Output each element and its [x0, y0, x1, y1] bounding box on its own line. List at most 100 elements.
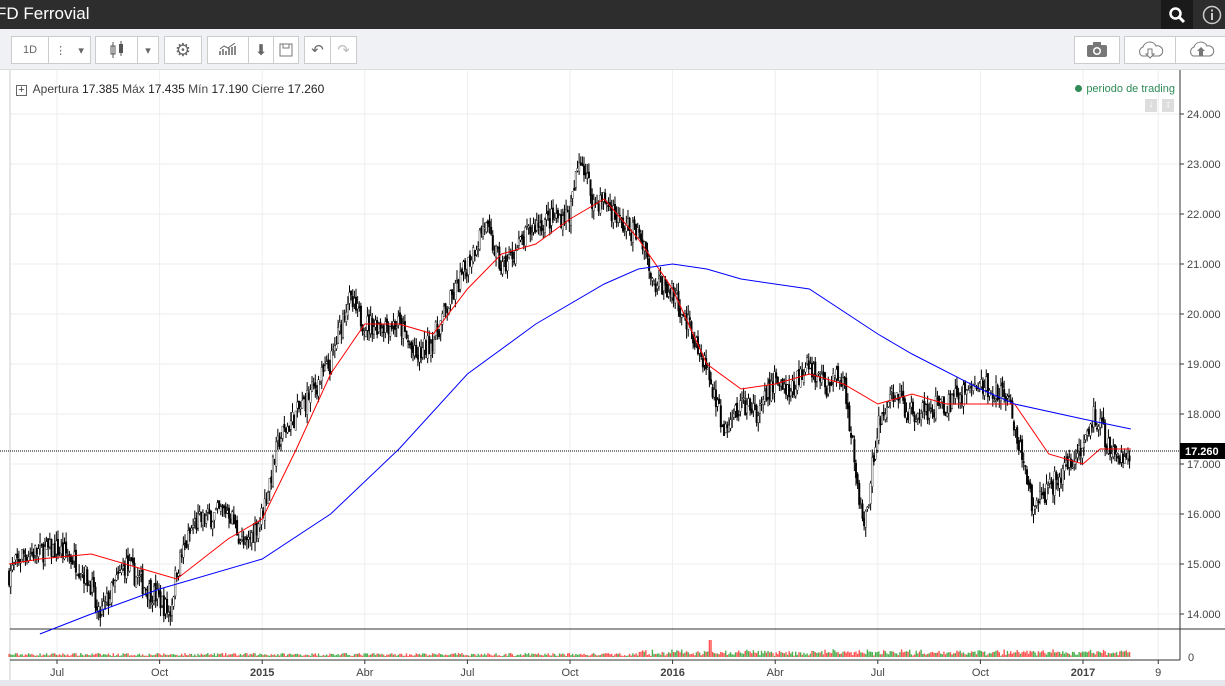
candle-body	[491, 235, 494, 251]
status-dot-icon	[1075, 85, 1083, 92]
volume-bar	[50, 653, 53, 657]
volume-bar	[503, 654, 505, 657]
volume-bar	[456, 654, 458, 657]
volume-bar	[143, 655, 145, 657]
volume-bar	[1084, 651, 1087, 657]
x-tick-label: Oct	[561, 667, 578, 679]
interval-dropdown[interactable]: ⋮ ▾	[48, 36, 91, 64]
scale-down-icon[interactable]: ↓	[1145, 99, 1157, 112]
candle-body	[1027, 480, 1030, 486]
volume-bar	[757, 650, 759, 657]
volume-bar	[63, 654, 66, 657]
volume-bar	[830, 653, 833, 657]
redo-icon: ↷	[337, 42, 350, 59]
volume-bar	[470, 653, 473, 657]
cloud-upload-button[interactable]	[1175, 36, 1225, 64]
settings-button[interactable]: ⚙	[164, 36, 202, 64]
candle-body	[628, 217, 631, 231]
volume-bar	[615, 653, 618, 657]
volume-bar	[612, 655, 615, 657]
candle-body	[713, 389, 716, 398]
candle-body	[1112, 446, 1115, 458]
candle-body	[1024, 465, 1027, 467]
candle-body	[771, 381, 774, 392]
candle-body	[148, 583, 151, 601]
volume-bar	[514, 655, 517, 657]
candle-body	[654, 283, 657, 293]
candle-body	[224, 506, 227, 514]
volume-bar	[286, 654, 289, 657]
candle-body	[105, 593, 108, 603]
volume-bar	[961, 653, 963, 657]
volume-bar	[154, 654, 157, 657]
candle-body	[954, 388, 957, 399]
candle-body	[172, 596, 175, 607]
candle-body	[982, 380, 985, 394]
candle-body	[773, 371, 776, 394]
redo-button[interactable]: ↷	[330, 36, 357, 64]
volume-bar	[553, 654, 556, 657]
cloud-download-button[interactable]	[1124, 36, 1176, 64]
scale-fit-icon[interactable]: ↕	[1162, 99, 1174, 112]
volume-bar	[912, 655, 914, 657]
candle-body	[208, 509, 211, 515]
candle-body	[405, 330, 408, 339]
volume-bar	[340, 654, 343, 657]
volume-bar	[878, 651, 880, 657]
candle-body	[223, 505, 226, 509]
volume-bar	[933, 652, 935, 657]
candle-body	[887, 401, 890, 407]
volume-bar	[350, 655, 352, 657]
candle-body	[280, 438, 283, 445]
volume-bar	[161, 655, 163, 657]
undo-button[interactable]: ↶	[304, 36, 331, 64]
candle-body	[387, 325, 390, 335]
candle-body	[833, 375, 836, 378]
candle-body	[861, 503, 864, 519]
candle-body	[322, 364, 325, 373]
volume-bar	[109, 655, 111, 657]
chart-type-dropdown[interactable]: ▾	[137, 36, 159, 64]
info-icon[interactable]	[1196, 0, 1225, 29]
candle-body	[946, 412, 949, 417]
x-tick-label: Abr	[356, 667, 373, 679]
volume-bar	[251, 654, 253, 657]
expand-icon[interactable]: +	[16, 85, 27, 96]
candle-body	[529, 226, 532, 235]
volume-bar	[347, 654, 349, 657]
save-button[interactable]	[273, 36, 299, 64]
volume-bar	[124, 654, 126, 657]
candle-body	[882, 412, 885, 417]
volume-bar	[89, 655, 92, 657]
candle-body	[151, 603, 154, 605]
download-button[interactable]: ⬇	[248, 36, 274, 64]
volume-bar	[656, 653, 658, 657]
volume-bar	[425, 653, 427, 657]
price-chart[interactable]: 24.000 23.000 22.000 21.000 20.000 19.000 18.0…	[0, 70, 1225, 680]
candle-body	[330, 350, 333, 372]
y-tick-label: 14.000	[1187, 609, 1221, 621]
candle-body	[587, 171, 590, 179]
scroll-bar[interactable]	[0, 680, 1225, 686]
candle-body	[884, 413, 887, 420]
candle-body	[1011, 400, 1014, 419]
volume-bar	[632, 653, 634, 657]
volume-bar	[58, 654, 61, 657]
search-icon[interactable]	[1161, 0, 1193, 29]
candle-body	[177, 573, 180, 577]
candle-body	[37, 548, 40, 557]
candle-body	[415, 345, 418, 358]
candle-body	[1043, 491, 1046, 503]
screenshot-button[interactable]	[1074, 36, 1120, 64]
interval-button[interactable]: 1D	[11, 36, 49, 64]
volume-bar	[1104, 651, 1106, 657]
candle-body	[201, 512, 204, 526]
indicators-button[interactable]	[207, 36, 249, 64]
chart-type-button[interactable]	[95, 36, 138, 64]
volume-bar	[653, 653, 655, 657]
volume-bar	[115, 655, 118, 657]
candle-body	[1037, 500, 1040, 504]
volume-bar	[402, 655, 404, 657]
candle-body	[964, 382, 967, 393]
volume-bar	[1088, 651, 1090, 657]
